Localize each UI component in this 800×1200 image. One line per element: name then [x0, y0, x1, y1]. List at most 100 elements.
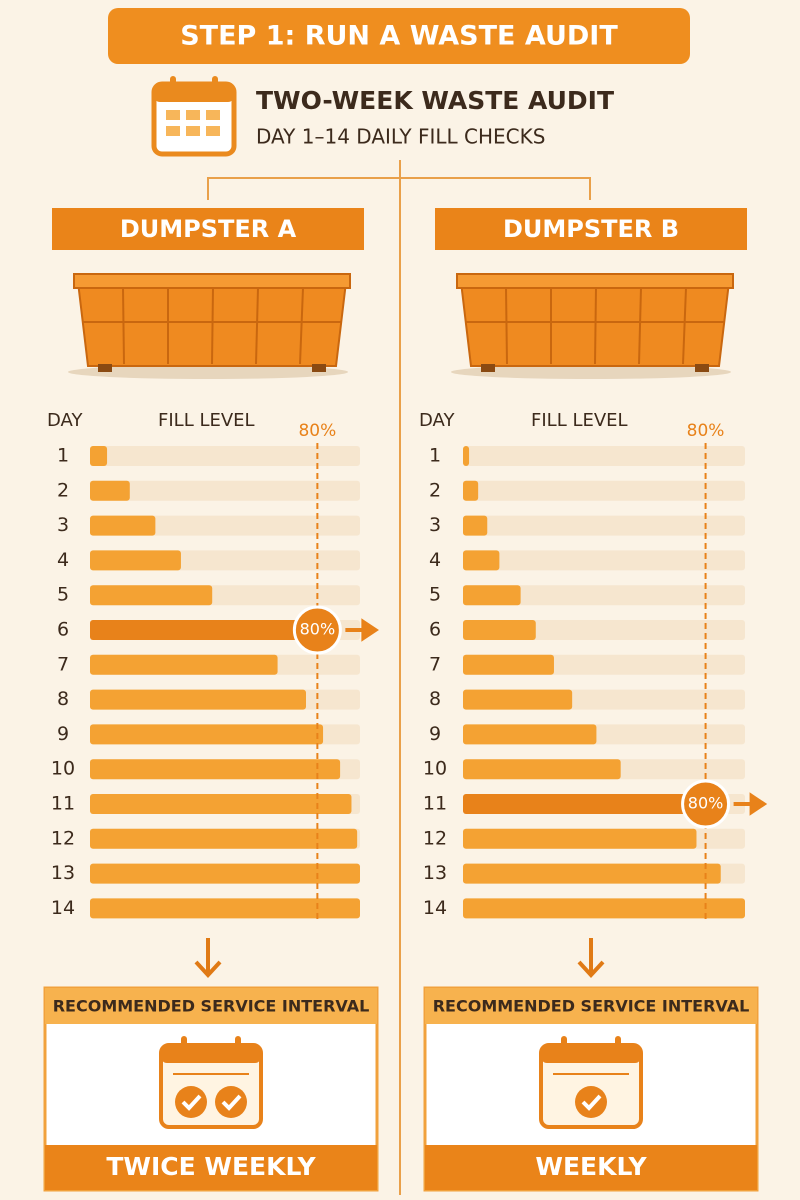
chart-title: DUMPSTER B [503, 215, 679, 243]
bar [463, 515, 488, 536]
check-mark [581, 1094, 602, 1111]
y-tick-label: 7 [57, 653, 69, 675]
y-axis-label: DAY [419, 410, 455, 431]
callout-label: 80% [688, 794, 724, 813]
bar-track [90, 515, 360, 536]
y-tick-label: 5 [429, 584, 441, 606]
bar [90, 480, 130, 501]
y-tick-label: 11 [423, 793, 447, 815]
check-circle [175, 1086, 207, 1118]
check-circle [575, 1086, 607, 1118]
calendar-ring [615, 1036, 621, 1054]
service-calendar-icon [159, 1036, 263, 1129]
calendar-ring [235, 1036, 241, 1054]
y-axis-label: DAY [47, 410, 83, 431]
dumpster-rib [255, 287, 259, 365]
dumpster-rim [456, 273, 734, 289]
bar-track [90, 446, 360, 466]
bar [90, 863, 360, 884]
bar [90, 898, 360, 919]
bar [463, 620, 536, 640]
y-tick-label: 1 [429, 445, 441, 467]
dumpster-foot [481, 364, 495, 372]
page-title: STEP 1: RUN A WASTE AUDIT [180, 21, 618, 52]
bar [90, 794, 352, 814]
y-tick-label: 11 [51, 793, 75, 815]
bar [463, 863, 721, 884]
dumpster-rib [299, 287, 304, 365]
dumpster-rib [122, 287, 125, 365]
recommendation-header [45, 988, 377, 1024]
dumpster-shadow [68, 365, 348, 379]
y-tick-label: 3 [57, 514, 69, 536]
bar [463, 898, 745, 919]
y-tick-label: 3 [429, 514, 441, 536]
bar [90, 828, 358, 849]
y-tick-label: 6 [429, 619, 441, 641]
bar [463, 689, 573, 710]
service-calendar-icon [539, 1036, 643, 1129]
calendar-top [541, 1045, 641, 1063]
callout-arrow [733, 792, 768, 816]
bar [90, 446, 108, 466]
recommendation-title: RECOMMENDED SERVICE INTERVAL [433, 997, 750, 1016]
dumpster-rib [211, 287, 214, 365]
bar [463, 794, 706, 814]
bar [90, 550, 181, 571]
x-axis-label: FILL LEVEL [531, 410, 628, 431]
y-tick-label: 12 [423, 827, 447, 849]
bar [463, 828, 697, 849]
bar [90, 515, 156, 536]
bar [90, 689, 306, 710]
chart-title-banner [52, 208, 364, 250]
dumpster-foot [695, 364, 709, 372]
y-tick-label: 1 [57, 445, 69, 467]
check-mark [181, 1094, 202, 1111]
y-tick-label: 4 [57, 549, 69, 571]
bar-track [90, 480, 360, 501]
bar [90, 724, 324, 745]
bar-track [463, 446, 745, 466]
y-tick-label: 14 [423, 897, 447, 919]
interval-band [45, 1145, 377, 1190]
title-banner [108, 8, 690, 64]
bar [463, 585, 521, 606]
y-tick-label: 7 [429, 653, 441, 675]
dumpster-foot [312, 364, 326, 372]
y-tick-label: 2 [429, 479, 441, 501]
threshold-label: 80% [687, 421, 725, 441]
callout-circle [681, 779, 731, 829]
bar [90, 759, 341, 780]
callout-arrow [345, 618, 379, 642]
y-tick-label: 6 [57, 619, 69, 641]
bar [90, 620, 318, 640]
y-tick-label: 5 [57, 584, 69, 606]
interval-label: TWICE WEEKLY [106, 1152, 316, 1181]
chart-title: DUMPSTER A [120, 215, 297, 243]
dumpster-rib [505, 287, 508, 365]
dumpster-foot [98, 364, 112, 372]
y-tick-label: 10 [51, 758, 75, 780]
bar [90, 654, 278, 675]
check-circle [215, 1086, 247, 1118]
dumpster-rib [594, 287, 597, 365]
chart-title-banner [435, 208, 747, 250]
y-tick-label: 13 [423, 862, 447, 884]
callout-circle [292, 605, 342, 655]
bar-track [463, 480, 745, 501]
y-tick-label: 8 [429, 688, 441, 710]
x-axis-label: FILL LEVEL [158, 410, 255, 431]
interval-band [425, 1145, 757, 1190]
y-tick-label: 2 [57, 479, 69, 501]
calendar-ring [561, 1036, 567, 1054]
calendar-icon [151, 76, 237, 157]
dumpster-shadow [451, 365, 731, 379]
bar [463, 724, 597, 745]
recommendation-header [425, 988, 757, 1024]
subtitle: TWO-WEEK WASTE AUDIT [256, 86, 614, 115]
calendar-ring [181, 1036, 187, 1054]
dumpster [451, 273, 734, 379]
down-arrow [577, 938, 605, 978]
y-tick-label: 4 [429, 549, 441, 571]
